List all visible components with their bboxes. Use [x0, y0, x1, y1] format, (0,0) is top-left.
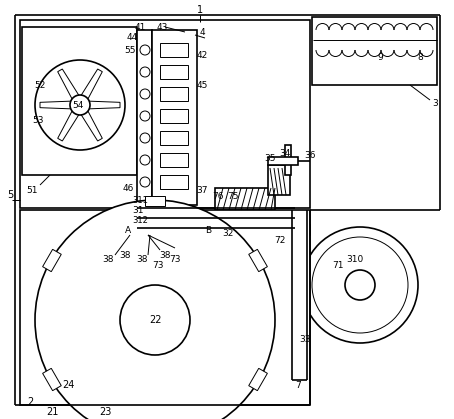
Polygon shape	[43, 249, 61, 272]
Circle shape	[35, 60, 125, 150]
Text: 38: 38	[159, 251, 171, 259]
Text: 21: 21	[46, 407, 58, 417]
Text: 31: 31	[132, 205, 144, 215]
Text: 52: 52	[35, 80, 46, 90]
Circle shape	[140, 111, 150, 121]
Circle shape	[140, 155, 150, 165]
Text: 5: 5	[7, 190, 13, 200]
Bar	[160, 175, 188, 189]
Text: 35: 35	[264, 153, 276, 163]
Text: 43: 43	[156, 23, 168, 31]
Text: 8: 8	[417, 52, 423, 62]
Circle shape	[70, 95, 90, 115]
Bar	[312, 17, 437, 85]
Text: 7: 7	[295, 380, 301, 390]
Bar	[268, 157, 298, 165]
Circle shape	[302, 227, 418, 343]
Text: 44: 44	[126, 33, 138, 41]
Bar	[215, 188, 275, 210]
Bar	[160, 109, 188, 123]
Text: 46: 46	[122, 184, 133, 192]
Polygon shape	[85, 101, 120, 109]
Bar	[152, 30, 197, 205]
Circle shape	[140, 67, 150, 77]
Circle shape	[145, 213, 155, 223]
Bar	[160, 65, 188, 79]
Circle shape	[140, 177, 150, 187]
Bar	[268, 225, 310, 235]
Bar	[137, 30, 152, 205]
Text: 73: 73	[152, 261, 164, 269]
Text: 55: 55	[124, 46, 136, 54]
Polygon shape	[43, 368, 61, 391]
Polygon shape	[79, 69, 102, 103]
Polygon shape	[58, 69, 81, 103]
Text: 41: 41	[134, 23, 146, 31]
Circle shape	[140, 133, 150, 143]
Text: B: B	[205, 225, 211, 235]
Text: 311: 311	[132, 196, 148, 204]
Text: 32: 32	[222, 228, 234, 238]
Polygon shape	[58, 107, 81, 141]
Text: 45: 45	[196, 80, 207, 90]
Polygon shape	[249, 249, 267, 272]
Bar	[160, 153, 188, 167]
Polygon shape	[79, 107, 102, 141]
Circle shape	[145, 205, 155, 215]
Circle shape	[35, 200, 275, 419]
Circle shape	[312, 237, 408, 333]
Text: 36: 36	[304, 150, 316, 160]
Bar	[268, 165, 290, 195]
Circle shape	[140, 45, 150, 55]
Bar	[20, 210, 310, 405]
Text: 1: 1	[197, 5, 203, 15]
Text: 3: 3	[432, 98, 438, 108]
Circle shape	[145, 221, 155, 231]
Text: 4: 4	[199, 28, 205, 36]
Polygon shape	[249, 368, 267, 391]
Text: 312: 312	[132, 215, 148, 225]
Text: 22: 22	[149, 315, 161, 325]
Bar	[285, 145, 291, 175]
Circle shape	[140, 89, 150, 99]
Bar	[20, 20, 310, 208]
Polygon shape	[145, 196, 165, 206]
Text: 2: 2	[27, 397, 33, 407]
Text: 53: 53	[32, 116, 44, 124]
Polygon shape	[40, 101, 75, 109]
Text: 34: 34	[279, 148, 291, 158]
Text: 75: 75	[227, 191, 239, 201]
Bar	[22, 27, 137, 175]
Text: 24: 24	[62, 380, 74, 390]
Bar	[160, 131, 188, 145]
Text: 310: 310	[346, 256, 364, 264]
Text: 76: 76	[212, 191, 224, 201]
Text: 71: 71	[332, 261, 344, 269]
Circle shape	[345, 270, 375, 300]
Text: 73: 73	[169, 256, 181, 264]
Circle shape	[208, 211, 222, 225]
Bar	[160, 87, 188, 101]
Text: 38: 38	[136, 256, 148, 264]
Bar	[160, 43, 188, 57]
Text: 9: 9	[377, 52, 383, 62]
Text: 37: 37	[196, 186, 208, 194]
Text: 51: 51	[26, 186, 38, 194]
Circle shape	[120, 285, 190, 355]
Text: 42: 42	[197, 51, 207, 59]
Text: 72: 72	[274, 235, 286, 245]
Text: 54: 54	[72, 101, 84, 109]
Text: 38: 38	[102, 256, 114, 264]
Text: 23: 23	[99, 407, 111, 417]
Text: 38: 38	[119, 251, 131, 259]
Text: A: A	[125, 225, 131, 235]
Text: 33: 33	[299, 336, 311, 344]
